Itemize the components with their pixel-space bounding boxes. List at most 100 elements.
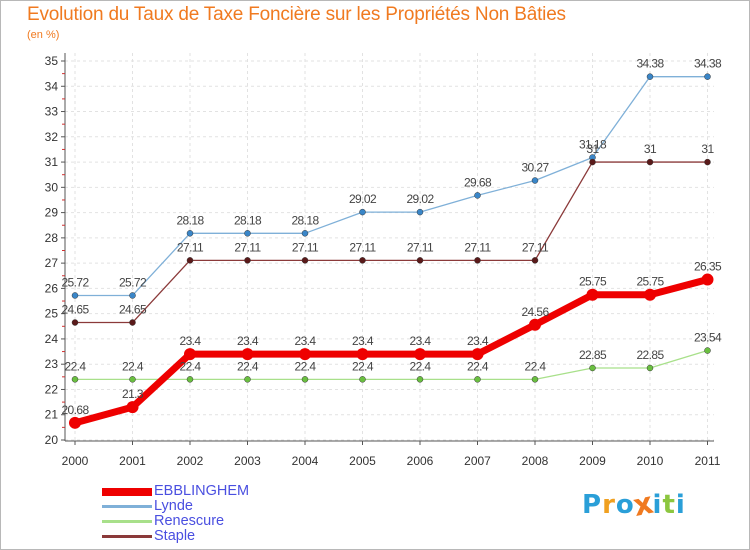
data-point-lynde — [301, 230, 309, 237]
data-point-staple — [129, 319, 136, 326]
data-point-ebblinghem — [299, 348, 311, 361]
data-point-staple — [71, 319, 79, 326]
data-label-renescure: 22.85 — [579, 348, 607, 362]
data-point-renescure — [129, 376, 136, 383]
logo-letter: i — [652, 490, 663, 520]
x-tick-label: 2010 — [637, 454, 664, 468]
data-point-lynde — [416, 208, 424, 216]
data-label-renescure: 22.4 — [65, 359, 87, 373]
data-label-ebblinghem: 25.75 — [636, 275, 664, 289]
data-label-staple: 24.65 — [61, 303, 89, 317]
data-point-renescure — [531, 376, 539, 383]
data-point-staple — [244, 257, 251, 264]
data-label-lynde: 28.18 — [176, 213, 204, 227]
series-line-lynde — [74, 76, 709, 297]
data-point-renescure — [646, 364, 654, 372]
legend-swatch-renescure — [102, 520, 152, 523]
data-point-lynde — [71, 292, 79, 299]
data-point-staple — [531, 257, 539, 264]
data-label-renescure: 22.4 — [122, 359, 144, 373]
data-point-staple — [704, 158, 711, 166]
data-point-renescure — [416, 376, 424, 383]
data-label-ebblinghem: 23.4 — [467, 334, 489, 348]
y-tick-label: 30 — [45, 180, 59, 194]
data-point-ebblinghem — [184, 348, 196, 361]
y-tick-label: 22 — [45, 382, 59, 396]
x-tick-label: 2004 — [292, 454, 319, 468]
data-point-staple — [646, 158, 654, 166]
y-tick-label: 26 — [45, 281, 59, 295]
y-tick-label: 20 — [45, 433, 59, 447]
data-label-ebblinghem: 23.4 — [237, 334, 259, 348]
data-label-ebblinghem: 24.56 — [521, 305, 549, 319]
data-label-lynde: 29.02 — [349, 192, 377, 206]
data-point-ebblinghem — [701, 273, 714, 286]
data-point-ebblinghem — [356, 348, 369, 361]
data-label-ebblinghem: 23.4 — [180, 334, 202, 348]
legend-label-renescure: Renescure — [154, 513, 225, 529]
data-point-renescure — [704, 347, 711, 354]
proxiti-logo: Proxiti — [582, 486, 686, 524]
data-point-ebblinghem — [586, 288, 599, 301]
y-tick-label: 23 — [45, 357, 59, 371]
data-label-lynde: 25.72 — [61, 275, 89, 289]
y-tick-label: 24 — [45, 332, 59, 346]
data-label-ebblinghem: 21.3 — [122, 387, 144, 401]
data-point-ebblinghem — [529, 318, 541, 331]
data-point-ebblinghem — [644, 288, 656, 301]
x-tick-label: 2008 — [522, 454, 549, 468]
x-tick-label: 2009 — [579, 454, 606, 468]
logo-letter: o — [615, 490, 635, 520]
logo-letter: r — [602, 490, 616, 520]
data-point-renescure — [301, 376, 309, 383]
data-label-renescure: 22.4 — [180, 359, 202, 373]
data-label-renescure: 23.54 — [694, 331, 722, 345]
data-label-lynde: 25.72 — [119, 275, 147, 289]
data-point-ebblinghem — [471, 348, 484, 361]
data-point-ebblinghem — [241, 348, 254, 361]
data-point-lynde — [531, 177, 539, 184]
data-label-renescure: 22.4 — [237, 359, 259, 373]
series-lines — [69, 73, 714, 429]
data-point-lynde — [186, 230, 194, 237]
data-label-staple: 31 — [644, 142, 657, 156]
grid — [65, 53, 714, 441]
x-tick-label: 2011 — [695, 454, 721, 468]
x-tick-label: 2007 — [464, 454, 491, 468]
data-label-lynde: 34.38 — [694, 57, 722, 71]
data-point-lynde — [359, 208, 366, 216]
x-tick-label: 2000 — [62, 454, 89, 468]
y-tick-label: 33 — [45, 105, 59, 119]
data-label-staple: 27.11 — [464, 240, 491, 254]
legend-label-ebblinghem: EBBLINGHEM — [154, 483, 250, 499]
data-label-renescure: 22.4 — [410, 359, 432, 373]
x-tick-label: 2002 — [177, 454, 204, 468]
legend-label-lynde: Lynde — [154, 498, 193, 514]
logo-letter: i — [675, 490, 686, 520]
data-label-ebblinghem: 26.35 — [694, 260, 722, 274]
data-point-staple — [474, 257, 481, 264]
data-point-renescure — [186, 376, 194, 383]
data-label-staple: 27.11 — [292, 240, 319, 254]
data-point-lynde — [646, 73, 654, 80]
x-tick-label: 2001 — [119, 454, 146, 468]
data-label-renescure: 22.85 — [636, 348, 664, 362]
data-label-ebblinghem: 23.4 — [295, 334, 317, 348]
series-line-staple — [74, 161, 709, 324]
data-label-lynde: 28.18 — [291, 213, 319, 227]
x-tick-label: 2006 — [407, 454, 434, 468]
data-point-lynde — [474, 192, 481, 199]
data-label-staple: 27.11 — [522, 240, 549, 254]
data-point-ebblinghem — [69, 416, 81, 429]
data-label-ebblinghem: 25.75 — [579, 275, 607, 289]
data-label-ebblinghem: 20.68 — [61, 403, 89, 417]
data-point-ebblinghem — [414, 348, 426, 361]
y-tick-label: 25 — [45, 307, 59, 321]
data-point-lynde — [129, 292, 136, 299]
data-label-renescure: 22.4 — [467, 359, 489, 373]
data-label-staple: 31 — [701, 142, 714, 156]
data-label-lynde: 29.68 — [464, 175, 492, 189]
data-label-staple: 27.11 — [349, 240, 376, 254]
chart-subtitle: (en %) — [27, 29, 60, 41]
